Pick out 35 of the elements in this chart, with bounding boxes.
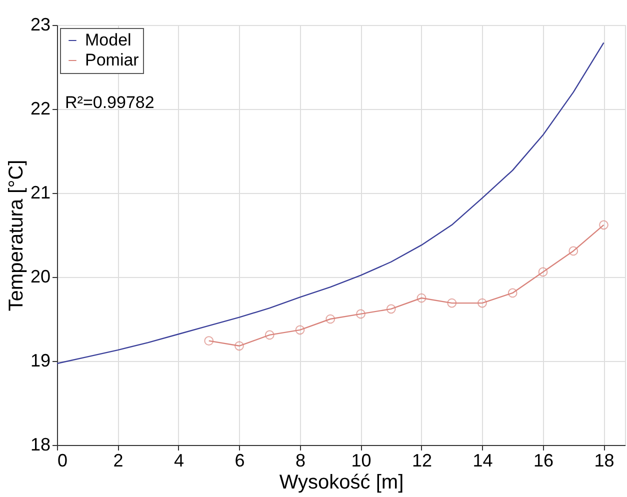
point [234,341,244,351]
x-tick-label: 4 [174,450,184,470]
point [416,293,426,303]
point [386,304,396,314]
y-tick-label: 19 [30,350,50,370]
x-tick-label: 6 [234,450,245,470]
annotation: R²=0.99782 [65,93,154,112]
y-axis-title: Temperatura [°C] [5,160,28,312]
x-tick-label: 18 [594,450,614,470]
point [568,246,578,256]
x-tick-label: 2 [113,450,124,470]
point [447,298,457,308]
x-tick-label: 12 [412,450,432,470]
y-tick-label: 22 [30,98,50,118]
legend-label: Pomiar [85,50,140,70]
point [356,309,366,319]
x-tick-label: 14 [472,450,493,470]
x-tick-label: 16 [533,450,554,470]
point [538,267,548,277]
y-tick-label: 23 [30,14,50,34]
point [295,325,305,335]
x-tick-label: 10 [351,450,372,470]
legend-label: Model [85,30,132,50]
y-tick-label: 21 [30,182,50,202]
point [326,314,336,324]
x-axis-title: Wysokość [m] [279,472,404,494]
point [599,220,608,230]
y-tick-label: 18 [30,434,50,454]
x-tick-label: 8 [295,450,306,470]
x-tick-label: 0 [58,450,68,470]
point [264,330,274,340]
y-tick-label: 20 [30,266,50,286]
point [204,336,214,346]
point [508,288,518,298]
point [478,298,487,308]
